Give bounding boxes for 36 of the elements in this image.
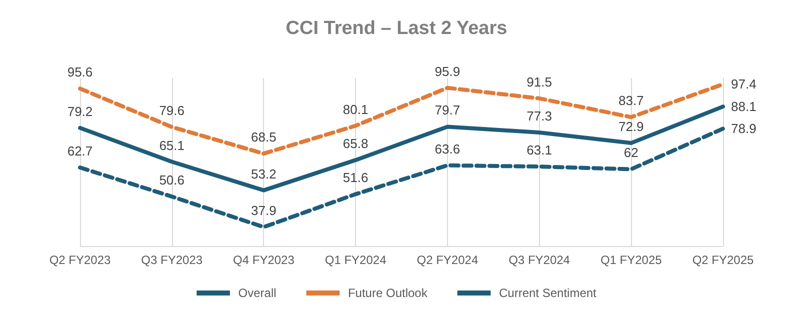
data-label: 83.7 [618, 93, 644, 108]
x-tick-label: Q2 FY2025 [692, 253, 754, 267]
data-label: 79.7 [434, 102, 460, 118]
x-tick-label: Q3 FY2024 [508, 253, 570, 267]
data-label: 68.5 [251, 130, 276, 145]
data-label: 78.9 [731, 121, 756, 136]
legend-label: Future Outlook [348, 286, 428, 300]
data-label: 65.1 [159, 138, 185, 153]
data-label: 80.1 [342, 102, 368, 117]
x-tick-label: Q4 FY2023 [233, 253, 295, 267]
data-label: 91.5 [526, 74, 552, 90]
data-label: 79.2 [67, 104, 93, 119]
x-tick-label: Q2 FY2023 [49, 253, 112, 267]
legend-label: Overall [238, 286, 276, 300]
x-tick-label: Q3 FY2023 [141, 253, 203, 267]
legend-label: Current Sentiment [499, 286, 598, 300]
x-tick-label: Q1 FY2025 [600, 253, 662, 267]
data-label: 97.4 [731, 76, 756, 92]
data-label: 37.9 [251, 203, 276, 218]
data-label: 72.9 [618, 119, 644, 134]
data-label: 53.2 [251, 166, 276, 182]
data-label: 62.7 [67, 144, 93, 159]
data-label: 65.8 [342, 136, 368, 152]
data-label: 88.1 [731, 99, 756, 114]
x-tick-label: Q1 FY2024 [324, 253, 387, 267]
chart-title: CCI Trend – Last 2 Years [286, 18, 508, 39]
data-label: 77.3 [526, 108, 552, 124]
data-label: 63.1 [526, 142, 552, 158]
x-tick-label: Q2 FY2024 [416, 253, 478, 267]
data-label: 79.6 [159, 102, 185, 118]
data-label: 95.6 [67, 64, 93, 80]
data-label: 51.6 [342, 170, 368, 186]
data-label: 95.9 [434, 64, 460, 79]
data-label: 63.6 [434, 141, 460, 156]
data-label: 62 [624, 145, 638, 160]
data-label: 50.6 [159, 172, 185, 188]
